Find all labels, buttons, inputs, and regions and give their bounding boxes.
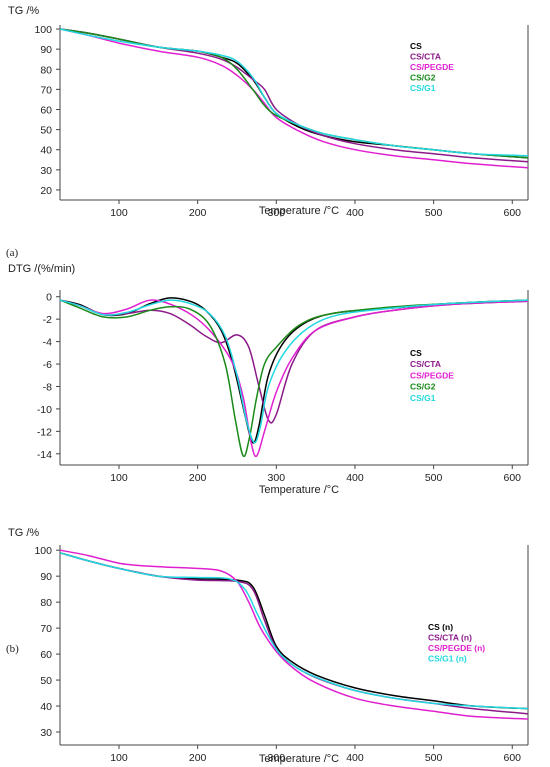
y-tick-label: -14 — [37, 449, 52, 461]
series-line-cs-g1 — [59, 28, 529, 157]
legend-entry-cs: CS — [410, 348, 422, 358]
y-tick-label: -6 — [43, 359, 52, 371]
x-tick-label: 600 — [504, 207, 522, 219]
y-tick-label: 90 — [40, 571, 52, 583]
x-tick-label: 300 — [268, 752, 286, 764]
x-tick-label: 100 — [110, 207, 128, 219]
legend-entry-cs-g1: CS/G1 — [410, 393, 436, 403]
series-line-cs-g2 — [59, 28, 529, 159]
y-tick-label: -2 — [43, 314, 52, 326]
tg-chart-top: TG /% 20 30 40 50 60 70 80 90 100 100 200 300 400 500 6… — [8, 5, 529, 219]
y-tick-label: 60 — [40, 649, 52, 661]
x-tick-label: 500 — [425, 752, 443, 764]
y-tick-label: 100 — [34, 24, 52, 36]
y-tick-label: 70 — [40, 84, 52, 96]
legend-entry-cs-g1: CS/G1 — [410, 83, 436, 93]
dtg-chart: DTG /(%/min) 0 -2 -4 -6 -8 -10 -12 -14 100 200 300 4… — [8, 263, 529, 496]
panel-label-a: (a) — [6, 247, 19, 259]
legend-entry-cs-g1-n: CS/G1 (n) — [428, 654, 467, 664]
legend-entry-cs-pegde-n: CS/PEGDE (n) — [428, 643, 485, 653]
y-tick-label: 60 — [40, 104, 52, 116]
x-tick-label: 500 — [425, 472, 443, 484]
y-tick-label: -8 — [43, 381, 52, 393]
y-axis-label: TG /% — [8, 5, 39, 17]
panel-label-b: (b) — [6, 643, 19, 655]
x-tick-label: 200 — [189, 472, 207, 484]
y-tick-label: 100 — [34, 545, 52, 557]
x-tick-label: 400 — [346, 207, 364, 219]
legend-entry-cs-pegde: CS/PEGDE — [410, 62, 454, 72]
y-tick-label: -4 — [43, 337, 52, 349]
series-line-cs-g2 — [59, 299, 529, 458]
x-axis-label: Temperature /°C — [259, 205, 339, 217]
series-line-cs-pegde — [59, 299, 529, 458]
series-line-cs-pegde — [59, 28, 529, 169]
legend-entry-cs-cta: CS/CTA — [410, 359, 441, 369]
legend-entry-cs-pegde: CS/PEGDE — [410, 370, 454, 380]
x-tick-label: 300 — [268, 207, 286, 219]
x-tick-label: 400 — [346, 752, 364, 764]
x-tick-label: 200 — [189, 207, 207, 219]
legend-entry-cs-n: CS (n) — [428, 622, 453, 632]
series-line-cs-n — [59, 552, 529, 710]
x-axis-label: Temperature /°C — [259, 753, 339, 765]
y-tick-label: 30 — [40, 165, 52, 177]
series-line-cs — [59, 28, 529, 159]
x-tick-label: 500 — [425, 207, 443, 219]
x-tick-label: 300 — [268, 472, 286, 484]
y-tick-label: 90 — [40, 44, 52, 56]
y-tick-label: 40 — [40, 145, 52, 157]
y-tick-label: 50 — [40, 675, 52, 687]
x-tick-label: 100 — [110, 752, 128, 764]
y-tick-label: 0 — [46, 292, 52, 304]
y-tick-label: 30 — [40, 727, 52, 739]
series-line-cs — [59, 297, 529, 444]
x-tick-label: 200 — [189, 752, 207, 764]
y-tick-label: 80 — [40, 64, 52, 76]
y-tick-label: 50 — [40, 125, 52, 137]
y-axis-label: DTG /(%/min) — [8, 263, 75, 275]
y-tick-label: 40 — [40, 701, 52, 713]
series-line-cs-cta — [59, 299, 529, 424]
y-axis-label: TG /% — [8, 527, 39, 539]
legend-entry-cs-cta: CS/CTA — [410, 52, 441, 62]
y-tick-label: -12 — [37, 426, 52, 438]
series-line-cs-g1-n — [59, 552, 529, 710]
y-tick-label: 80 — [40, 597, 52, 609]
series-line-cs-g1 — [59, 299, 529, 444]
x-tick-label: 600 — [504, 472, 522, 484]
y-tick-label: 70 — [40, 623, 52, 635]
legend-entry-cs-cta-n: CS/CTA (n) — [428, 633, 472, 643]
legend-entry-cs-g2: CS/G2 — [410, 73, 436, 83]
series-line-cs-pegde-n — [59, 549, 529, 720]
x-tick-label: 400 — [346, 472, 364, 484]
x-tick-label: 100 — [110, 472, 128, 484]
y-tick-label: -10 — [37, 404, 52, 416]
legend-entry-cs-g2: CS/G2 — [410, 382, 436, 392]
series-line-cs-cta — [59, 28, 529, 163]
x-tick-label: 600 — [504, 752, 522, 764]
legend-entry-cs: CS — [410, 41, 422, 51]
tg-chart-bottom: TG /% 30 40 50 60 70 80 90 100 100 200 300 400 500 600… — [8, 527, 529, 765]
y-tick-label: 20 — [40, 185, 52, 197]
x-axis-label: Temperature /°C — [259, 484, 339, 496]
